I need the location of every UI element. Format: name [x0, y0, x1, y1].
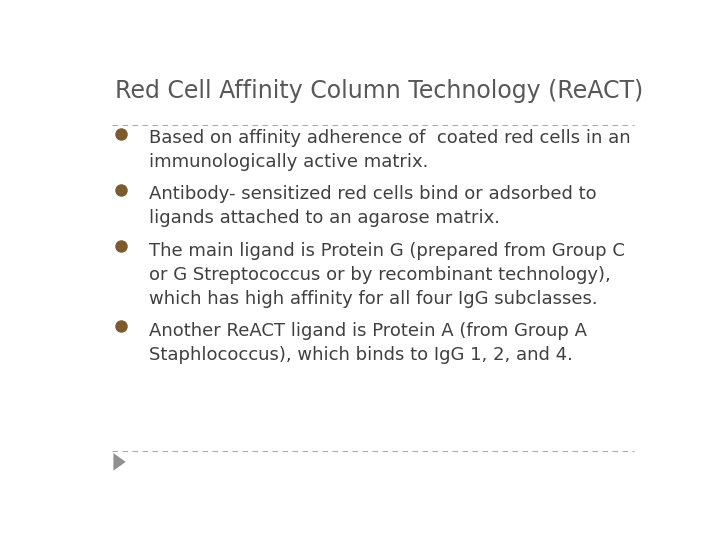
Text: Staphlococcus), which binds to IgG 1, 2, and 4.: Staphlococcus), which binds to IgG 1, 2,… — [148, 346, 572, 364]
Text: which has high affinity for all four IgG subclasses.: which has high affinity for all four IgG… — [148, 290, 597, 308]
Text: Antibody- sensitized red cells bind or adsorbed to: Antibody- sensitized red cells bind or a… — [148, 185, 596, 204]
Text: or G Streptococcus or by recombinant technology),: or G Streptococcus or by recombinant tec… — [148, 266, 611, 284]
Text: The main ligand is Protein G (prepared from Group C: The main ligand is Protein G (prepared f… — [148, 241, 624, 260]
Text: Based on affinity adherence of  coated red cells in an: Based on affinity adherence of coated re… — [148, 129, 630, 147]
Text: Red Cell Affinity Column Technology (ReACT): Red Cell Affinity Column Technology (ReA… — [115, 79, 644, 103]
Polygon shape — [114, 453, 126, 471]
Text: immunologically active matrix.: immunologically active matrix. — [148, 153, 428, 171]
Text: Another ReACT ligand is Protein A (from Group A: Another ReACT ligand is Protein A (from … — [148, 322, 587, 340]
Text: ligands attached to an agarose matrix.: ligands attached to an agarose matrix. — [148, 210, 500, 227]
